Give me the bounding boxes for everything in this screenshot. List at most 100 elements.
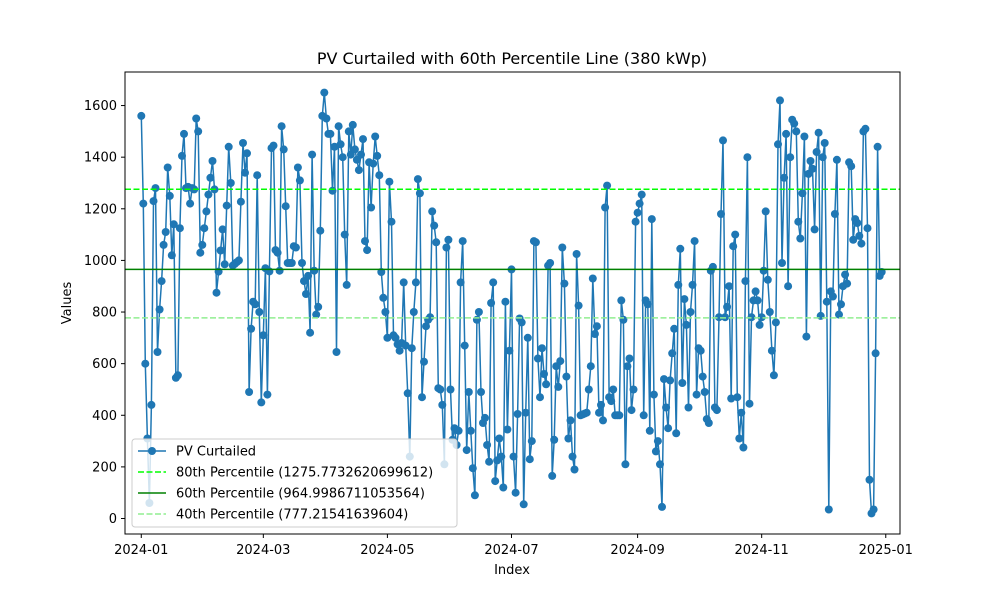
legend-label: 40th Percentile (777.21541639604) (176, 508, 408, 523)
data-point (674, 280, 683, 289)
data-point (664, 424, 673, 433)
data-point (698, 372, 707, 381)
chart-title: PV Curtailed with 60th Percentile Line (… (317, 49, 707, 68)
data-point (350, 145, 359, 154)
data-point (446, 385, 455, 394)
data-point (774, 140, 782, 149)
data-point (263, 390, 272, 399)
data-point (206, 173, 215, 182)
data-point (409, 308, 418, 316)
data-point (824, 505, 833, 514)
data-point (782, 129, 791, 138)
data-point (304, 271, 313, 280)
data-point (745, 399, 754, 408)
data-point (336, 140, 345, 149)
data-point (723, 302, 732, 311)
data-point (259, 331, 268, 340)
data-point (357, 150, 365, 159)
data-point (525, 455, 534, 464)
y-tick-label: 600 (92, 357, 117, 372)
data-point (415, 189, 424, 198)
legend-box (131, 438, 458, 528)
data-point (422, 322, 430, 331)
data-point (387, 217, 396, 226)
data-point (226, 179, 235, 187)
x-tick-label: 2025-01 (859, 543, 913, 558)
data-point (670, 324, 679, 333)
data-point (676, 244, 685, 253)
data-point (251, 300, 260, 309)
data-point (379, 293, 388, 302)
x-tick-label: 2024-11 (735, 543, 789, 558)
data-point (342, 280, 351, 289)
data-point (147, 400, 156, 409)
data-point (757, 313, 766, 322)
data-point (316, 226, 325, 235)
data-point (802, 332, 811, 341)
data-point (633, 208, 642, 217)
data-point (741, 277, 750, 286)
data-point (359, 135, 367, 144)
data-point (572, 250, 581, 258)
data-point (869, 505, 878, 514)
data-point (245, 388, 254, 396)
data-point (511, 488, 520, 497)
y-tick-label: 200 (92, 460, 117, 475)
data-point (322, 114, 331, 123)
data-point (619, 315, 628, 324)
data-point (778, 259, 786, 267)
data-point (615, 411, 624, 420)
legend-label: PV Curtailed (176, 445, 256, 460)
x-axis: 2024-01 2024-03 2024-05 2024-07 2024-09 2024-… (114, 534, 913, 558)
data-point (666, 376, 675, 385)
data-point (395, 346, 404, 355)
data-point (411, 278, 420, 287)
data-point (426, 313, 435, 322)
data-point (466, 426, 475, 435)
data-point (175, 224, 184, 233)
data-point (590, 330, 599, 338)
data-point (696, 346, 705, 355)
data-point (672, 429, 681, 438)
data-point (200, 224, 209, 233)
data-point (627, 406, 636, 415)
data-point (454, 426, 463, 435)
data-point (257, 398, 266, 407)
data-point (293, 163, 302, 172)
x-tick-label: 2024-01 (114, 543, 168, 558)
data-point (792, 127, 801, 136)
data-point (161, 228, 170, 236)
data-point (873, 142, 882, 151)
data-point (584, 385, 593, 394)
data-point (157, 277, 166, 286)
data-point (599, 416, 607, 425)
data-point (731, 230, 740, 239)
data-point (151, 184, 160, 193)
data-point (808, 164, 817, 173)
data-point (253, 171, 262, 180)
data-point (776, 96, 784, 105)
data-point (470, 491, 479, 500)
data-point (560, 279, 569, 288)
data-point (806, 157, 815, 165)
x-tick-label: 2024-03 (236, 543, 290, 558)
data-point (464, 388, 473, 396)
data-point (735, 434, 744, 443)
data-point (460, 341, 469, 350)
data-point (420, 357, 428, 366)
y-tick-label: 0 (109, 512, 117, 527)
data-point (523, 333, 532, 342)
data-point (857, 239, 866, 248)
data-point (367, 203, 376, 212)
data-point (597, 400, 605, 409)
data-point (348, 120, 357, 129)
data-point (566, 416, 575, 425)
data-point (816, 311, 825, 320)
data-point (715, 313, 723, 322)
data-point (159, 240, 168, 249)
y-axis: 0 200 400 600 800 1000 1200 1400 1600 (84, 99, 125, 527)
axes-frame (124, 71, 901, 535)
data-point (704, 419, 713, 427)
data-point (771, 318, 780, 327)
data-point (531, 238, 540, 247)
